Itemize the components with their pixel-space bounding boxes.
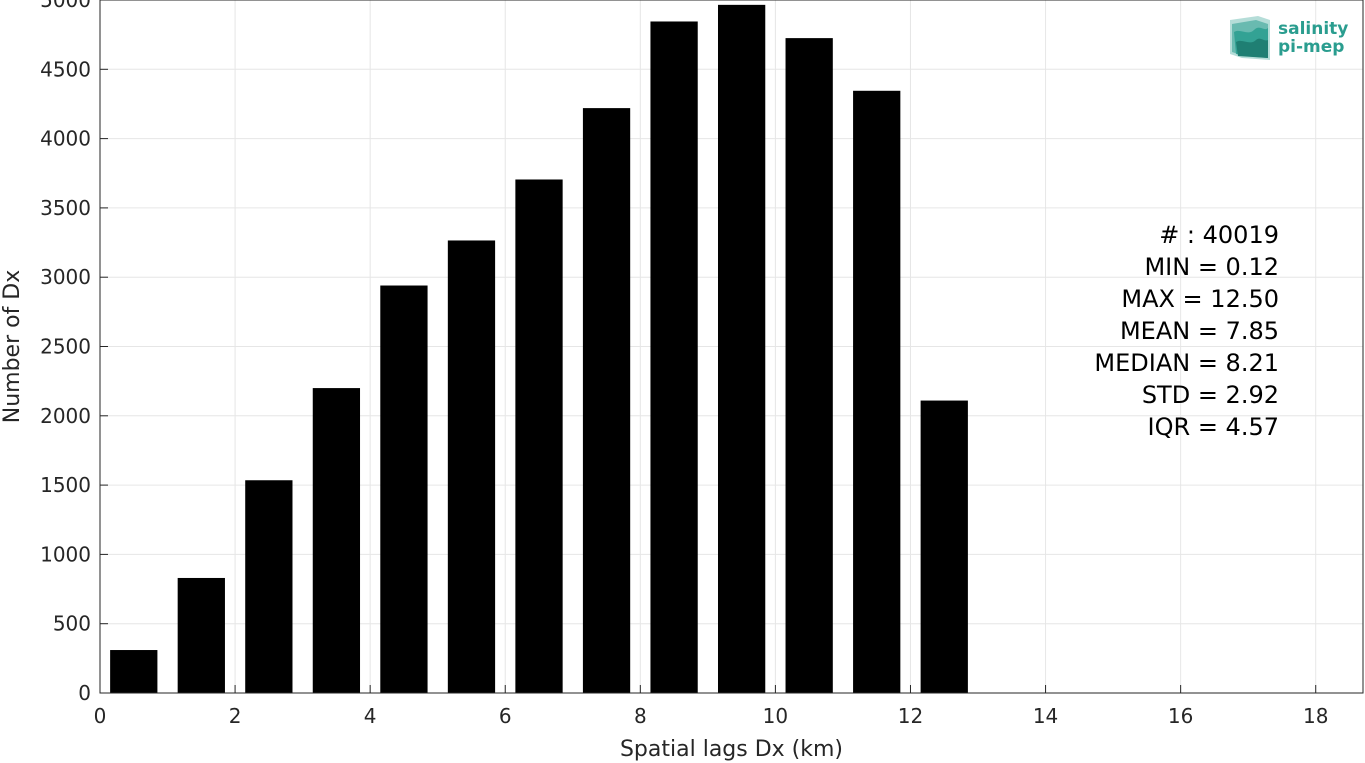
stats-line-6: IQR = 4.57	[1148, 413, 1279, 441]
y-axis-ticks: 0 500 1000 1500 2000 2500 3000 3500 4000 4500 5000	[40, 0, 108, 705]
y-tick-label-5: 2500	[40, 335, 91, 359]
bar-12	[920, 400, 968, 693]
salinity-pi-mep-logo: salinity pi-mep	[1230, 16, 1348, 60]
y-tick-label-7: 3500	[40, 196, 91, 220]
stats-line-3: MEAN = 7.85	[1120, 317, 1279, 345]
y-tick-label-2: 1000	[40, 542, 91, 566]
x-tick-label-3: 6	[499, 704, 512, 728]
stats-line-1: MIN = 0.12	[1144, 253, 1279, 281]
x-tick-label-4: 8	[634, 704, 647, 728]
x-axis-ticks: 0 2 4 6 8 10 12 14 16 18	[94, 685, 1328, 728]
x-tick-label-1: 2	[229, 704, 242, 728]
stats-line-2: MAX = 12.50	[1121, 285, 1279, 313]
y-tick-label-1: 500	[53, 612, 91, 636]
bar-9	[717, 4, 766, 693]
bar-2	[245, 480, 293, 693]
bar-5	[447, 240, 496, 693]
bar-11	[853, 90, 901, 693]
x-tick-label-7: 14	[1033, 704, 1058, 728]
logo-line-1: salinity	[1278, 19, 1348, 39]
bar-0	[110, 650, 158, 693]
stats-line-0: # : 40019	[1159, 221, 1279, 249]
x-tick-label-0: 0	[94, 704, 107, 728]
x-tick-label-5: 10	[763, 704, 788, 728]
bar-1	[177, 577, 225, 693]
bar-8	[650, 21, 698, 694]
x-tick-label-9: 18	[1303, 704, 1328, 728]
y-axis-title: Number of Dx	[0, 270, 25, 424]
bar-10	[785, 38, 833, 694]
bar-3	[312, 388, 361, 693]
bar-4	[380, 285, 428, 693]
logo-line-2: pi-mep	[1278, 37, 1344, 57]
y-tick-label-3: 1500	[40, 473, 91, 497]
stats-annotation: # : 40019 MIN = 0.12 MAX = 12.50 MEAN = 7.8…	[1094, 221, 1279, 441]
bars	[110, 4, 968, 694]
x-tick-label-6: 12	[898, 704, 923, 728]
y-tick-label-6: 3000	[40, 265, 91, 289]
bar-6	[515, 179, 563, 693]
x-tick-label-8: 16	[1168, 704, 1193, 728]
x-tick-label-2: 4	[364, 704, 377, 728]
y-tick-label-10: 5000	[40, 0, 91, 12]
y-tick-label-4: 2000	[40, 404, 91, 428]
y-tick-label-9: 4500	[40, 57, 91, 81]
stats-line-4: MEDIAN = 8.21	[1094, 349, 1279, 377]
stats-line-5: STD = 2.92	[1142, 381, 1279, 409]
y-tick-label-8: 4000	[40, 127, 91, 151]
wave-icon	[1230, 16, 1270, 60]
y-tick-label-0: 0	[78, 681, 91, 705]
x-axis-title: Spatial lags Dx (km)	[620, 737, 843, 762]
bar-7	[582, 108, 631, 693]
